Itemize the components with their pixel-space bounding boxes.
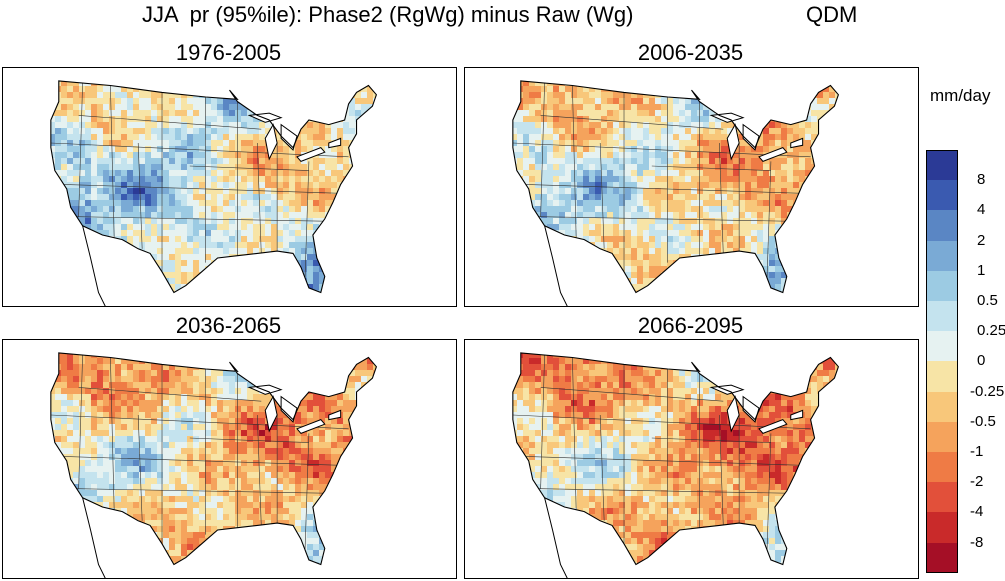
colorbar-segment	[926, 180, 958, 211]
panel-title-1: 1976-2005	[175, 40, 282, 65]
great-lake	[758, 419, 788, 434]
state-borders	[512, 355, 811, 554]
state-borders	[512, 83, 811, 282]
great-lake	[280, 123, 298, 151]
colorbar-segment	[926, 542, 958, 574]
us-map-4	[512, 352, 840, 578]
mexico-coastline	[82, 225, 106, 306]
great-lake	[296, 419, 326, 434]
state-borders	[50, 355, 349, 554]
us-map-1	[50, 80, 378, 306]
colorbar-tick-label: 2	[977, 231, 986, 249]
colorbar-tick-label: 1	[977, 261, 986, 279]
map-panel-4	[464, 339, 919, 579]
us-coastline	[50, 80, 378, 294]
map-panel-3	[2, 339, 457, 579]
map-panel-2	[464, 67, 919, 307]
great-lake	[726, 123, 740, 161]
great-lake	[758, 147, 788, 162]
colorbar-tick-label: -8	[970, 533, 984, 551]
great-lake	[264, 123, 278, 161]
mexico-coastline	[544, 225, 568, 306]
panel-title-3: 2036-2065	[175, 313, 282, 338]
colorbar-tick-label: -2	[970, 473, 984, 491]
colorbar-tick-label: 0	[977, 352, 986, 370]
colorbar-units: mm/day	[930, 86, 991, 105]
us-coastline	[50, 352, 378, 566]
us-map-3	[50, 352, 378, 578]
great-lake	[790, 137, 804, 149]
colorbar-tick-label: 4	[977, 201, 986, 219]
mexico-coastline	[544, 497, 568, 578]
main-title: JJA pr (95%ile): Phase2 (RgWg) minus Raw…	[142, 2, 634, 27]
mexico-coastline	[82, 497, 106, 578]
us-coastline	[512, 80, 840, 294]
colorbar-tick-label: 8	[977, 171, 986, 189]
map-panel-1	[2, 67, 457, 307]
colorbar-segment	[926, 482, 958, 513]
great-lake	[726, 395, 740, 433]
colorbar-segment	[926, 331, 958, 362]
panel-title-2: 2006-2035	[637, 40, 744, 65]
colorbar-segment	[926, 421, 958, 453]
colorbar-tick-label: -0.25	[970, 382, 1005, 400]
great-lake	[296, 147, 326, 162]
colorbar-tick-label: -0.5	[970, 412, 996, 430]
great-lake	[264, 395, 278, 433]
great-lake	[328, 137, 342, 149]
panel-title-4: 2066-2095	[637, 313, 744, 338]
us-map-2	[512, 80, 840, 306]
great-lake	[742, 395, 760, 423]
colorbar-segment	[926, 301, 958, 332]
colorbar-segment	[926, 452, 958, 483]
colorbar-segment	[926, 240, 958, 272]
great-lake	[328, 409, 342, 421]
figure-title: JJA pr (95%ile): Phase2 (RgWg) minus Raw…	[0, 2, 1005, 34]
great-lake	[280, 395, 298, 423]
colorbar-segment	[926, 150, 958, 181]
colorbar-tick-label: -4	[970, 503, 984, 521]
colorbar-tick-label: 0.25	[977, 322, 1005, 340]
colorbar-segment	[926, 210, 958, 242]
colorbar	[926, 150, 958, 574]
colorbar-segment	[926, 361, 958, 393]
method-label: QDM	[806, 2, 858, 27]
great-lake	[742, 123, 760, 151]
colorbar-tick-label: 0.5	[977, 292, 998, 309]
us-coastline	[512, 352, 840, 566]
colorbar-tick-label: -1	[970, 443, 984, 460]
colorbar-segment	[926, 512, 958, 544]
colorbar-segment	[926, 270, 958, 302]
state-borders	[50, 83, 349, 282]
great-lake	[790, 409, 804, 421]
colorbar-segment	[926, 391, 958, 423]
precip-field	[50, 80, 377, 293]
